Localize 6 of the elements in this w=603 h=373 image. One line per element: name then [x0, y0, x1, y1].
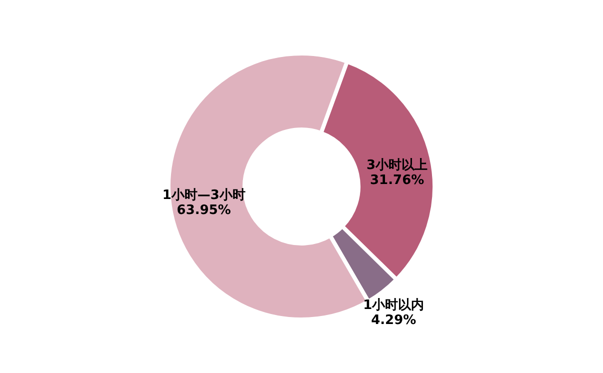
data-label: 63.95% — [176, 203, 231, 218]
data-label: 4.29% — [371, 312, 416, 328]
slice-label: 1小时—3小时 — [162, 188, 246, 204]
data-label: 31.76% — [370, 172, 424, 188]
slice-label: 3小时以上 — [366, 158, 428, 173]
slice-label: 1小时以内 — [363, 298, 424, 313]
